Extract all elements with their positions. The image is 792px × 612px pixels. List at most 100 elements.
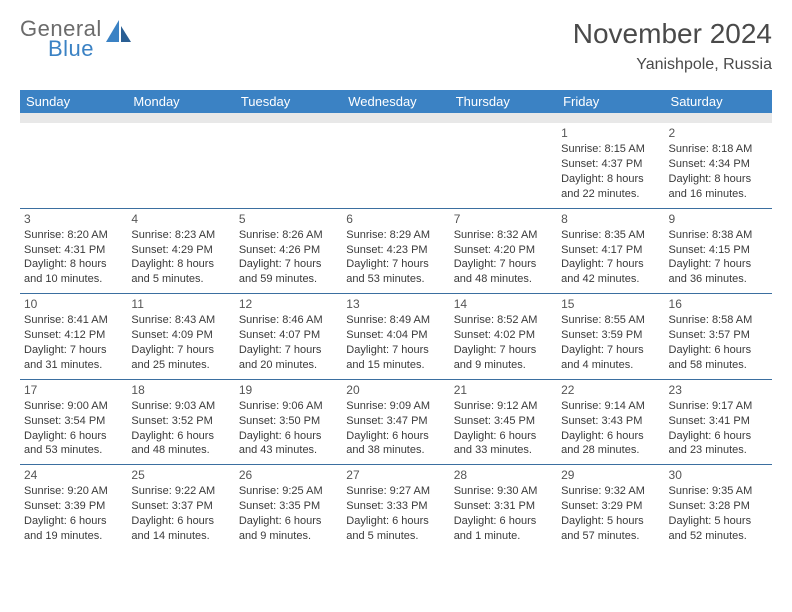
daylight-text: Daylight: 7 hours — [669, 257, 768, 272]
day-cell: 22Sunrise: 9:14 AMSunset: 3:43 PMDayligh… — [557, 379, 664, 465]
sunset-text: Sunset: 4:29 PM — [131, 243, 230, 258]
daylight-text: and 48 minutes. — [131, 443, 230, 458]
dow-friday: Friday — [557, 90, 664, 113]
daylight-text: and 58 minutes. — [669, 358, 768, 373]
day-cell: 3Sunrise: 8:20 AMSunset: 4:31 PMDaylight… — [20, 208, 127, 294]
day-number: 19 — [239, 382, 338, 398]
sunset-text: Sunset: 4:37 PM — [561, 157, 660, 172]
day-number: 12 — [239, 296, 338, 312]
sunset-text: Sunset: 3:29 PM — [561, 499, 660, 514]
sunrise-text: Sunrise: 8:23 AM — [131, 228, 230, 243]
day-number: 30 — [669, 467, 768, 483]
day-cell: 4Sunrise: 8:23 AMSunset: 4:29 PMDaylight… — [127, 208, 234, 294]
daylight-text: Daylight: 6 hours — [239, 514, 338, 529]
day-cell: 7Sunrise: 8:32 AMSunset: 4:20 PMDaylight… — [450, 208, 557, 294]
daylight-text: Daylight: 7 hours — [561, 343, 660, 358]
daylight-text: and 25 minutes. — [131, 358, 230, 373]
daylight-text: and 36 minutes. — [669, 272, 768, 287]
location: Yanishpole, Russia — [573, 56, 772, 74]
day-cell: 17Sunrise: 9:00 AMSunset: 3:54 PMDayligh… — [20, 379, 127, 465]
daylight-text: and 59 minutes. — [239, 272, 338, 287]
day-cell: 19Sunrise: 9:06 AMSunset: 3:50 PMDayligh… — [235, 379, 342, 465]
week-row: 24Sunrise: 9:20 AMSunset: 3:39 PMDayligh… — [20, 465, 772, 550]
sunset-text: Sunset: 4:23 PM — [346, 243, 445, 258]
spacer-row — [20, 113, 772, 123]
daylight-text: Daylight: 5 hours — [561, 514, 660, 529]
daylight-text: and 42 minutes. — [561, 272, 660, 287]
sunrise-text: Sunrise: 8:35 AM — [561, 228, 660, 243]
day-cell: 14Sunrise: 8:52 AMSunset: 4:02 PMDayligh… — [450, 294, 557, 380]
day-cell: 29Sunrise: 9:32 AMSunset: 3:29 PMDayligh… — [557, 465, 664, 550]
dow-thursday: Thursday — [450, 90, 557, 113]
sunrise-text: Sunrise: 8:41 AM — [24, 313, 123, 328]
sunset-text: Sunset: 4:34 PM — [669, 157, 768, 172]
sunrise-text: Sunrise: 9:17 AM — [669, 399, 768, 414]
daylight-text: and 57 minutes. — [561, 529, 660, 544]
day-number: 18 — [131, 382, 230, 398]
sunset-text: Sunset: 4:31 PM — [24, 243, 123, 258]
daylight-text: Daylight: 7 hours — [454, 343, 553, 358]
daylight-text: Daylight: 7 hours — [561, 257, 660, 272]
day-number: 14 — [454, 296, 553, 312]
sunrise-text: Sunrise: 9:09 AM — [346, 399, 445, 414]
daylight-text: and 43 minutes. — [239, 443, 338, 458]
sunrise-text: Sunrise: 8:29 AM — [346, 228, 445, 243]
daylight-text: Daylight: 6 hours — [346, 514, 445, 529]
sunrise-text: Sunrise: 8:46 AM — [239, 313, 338, 328]
day-cell: 23Sunrise: 9:17 AMSunset: 3:41 PMDayligh… — [665, 379, 772, 465]
sunset-text: Sunset: 3:59 PM — [561, 328, 660, 343]
day-cell — [127, 123, 234, 208]
week-row: 1Sunrise: 8:15 AMSunset: 4:37 PMDaylight… — [20, 123, 772, 208]
day-number: 20 — [346, 382, 445, 398]
day-cell: 9Sunrise: 8:38 AMSunset: 4:15 PMDaylight… — [665, 208, 772, 294]
day-number: 7 — [454, 211, 553, 227]
daylight-text: Daylight: 7 hours — [454, 257, 553, 272]
daylight-text: and 19 minutes. — [24, 529, 123, 544]
sunset-text: Sunset: 3:41 PM — [669, 414, 768, 429]
daylight-text: Daylight: 8 hours — [24, 257, 123, 272]
sunrise-text: Sunrise: 9:27 AM — [346, 484, 445, 499]
day-cell: 13Sunrise: 8:49 AMSunset: 4:04 PMDayligh… — [342, 294, 449, 380]
daylight-text: Daylight: 6 hours — [131, 514, 230, 529]
daylight-text: and 1 minute. — [454, 529, 553, 544]
daylight-text: and 5 minutes. — [131, 272, 230, 287]
daylight-text: and 22 minutes. — [561, 187, 660, 202]
daylight-text: and 38 minutes. — [346, 443, 445, 458]
sunrise-text: Sunrise: 9:35 AM — [669, 484, 768, 499]
sunrise-text: Sunrise: 9:30 AM — [454, 484, 553, 499]
daylight-text: Daylight: 6 hours — [24, 429, 123, 444]
sunset-text: Sunset: 4:26 PM — [239, 243, 338, 258]
daylight-text: Daylight: 8 hours — [669, 172, 768, 187]
day-number: 29 — [561, 467, 660, 483]
daylight-text: Daylight: 5 hours — [669, 514, 768, 529]
day-cell: 30Sunrise: 9:35 AMSunset: 3:28 PMDayligh… — [665, 465, 772, 550]
calendar-page: General Blue November 2024 Yanishpole, R… — [0, 0, 792, 570]
dow-tuesday: Tuesday — [235, 90, 342, 113]
day-cell: 24Sunrise: 9:20 AMSunset: 3:39 PMDayligh… — [20, 465, 127, 550]
daylight-text: and 15 minutes. — [346, 358, 445, 373]
sunset-text: Sunset: 3:35 PM — [239, 499, 338, 514]
sunset-text: Sunset: 3:50 PM — [239, 414, 338, 429]
sunrise-text: Sunrise: 8:38 AM — [669, 228, 768, 243]
sunrise-text: Sunrise: 8:43 AM — [131, 313, 230, 328]
day-number: 25 — [131, 467, 230, 483]
dow-sunday: Sunday — [20, 90, 127, 113]
sunset-text: Sunset: 3:45 PM — [454, 414, 553, 429]
sunrise-text: Sunrise: 9:22 AM — [131, 484, 230, 499]
sunset-text: Sunset: 4:12 PM — [24, 328, 123, 343]
header: General Blue November 2024 Yanishpole, R… — [20, 18, 772, 74]
day-number: 28 — [454, 467, 553, 483]
day-number: 10 — [24, 296, 123, 312]
logo-line2: Blue — [48, 38, 102, 60]
sunset-text: Sunset: 4:02 PM — [454, 328, 553, 343]
day-cell — [450, 123, 557, 208]
day-cell: 21Sunrise: 9:12 AMSunset: 3:45 PMDayligh… — [450, 379, 557, 465]
sunset-text: Sunset: 3:52 PM — [131, 414, 230, 429]
day-cell: 8Sunrise: 8:35 AMSunset: 4:17 PMDaylight… — [557, 208, 664, 294]
sunset-text: Sunset: 4:09 PM — [131, 328, 230, 343]
day-number: 22 — [561, 382, 660, 398]
dow-saturday: Saturday — [665, 90, 772, 113]
sunrise-text: Sunrise: 8:58 AM — [669, 313, 768, 328]
day-number: 5 — [239, 211, 338, 227]
daylight-text: and 5 minutes. — [346, 529, 445, 544]
